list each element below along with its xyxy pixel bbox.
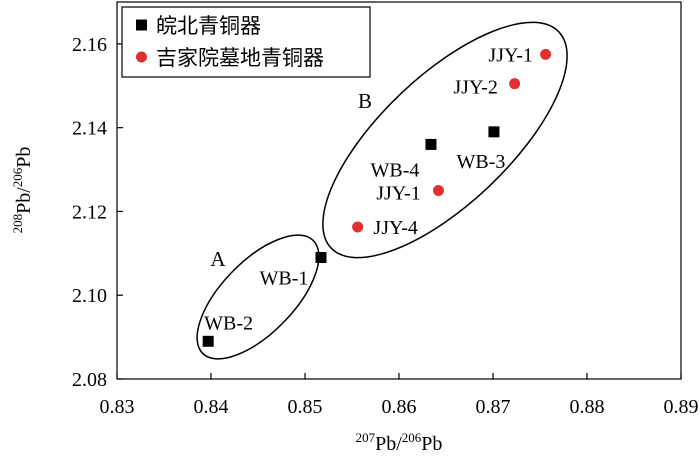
- y-axis-title: 208Pb/206Pb: [10, 147, 35, 234]
- circle-marker: [540, 48, 552, 60]
- y-tick-label: 2.14: [72, 118, 107, 140]
- group-ellipses: AB: [196, 21, 568, 360]
- legend-square-marker: [136, 19, 147, 31]
- group-label-b: B: [358, 89, 372, 113]
- point-label: WB-4: [371, 159, 420, 181]
- y-tick-label: 2.16: [72, 34, 107, 56]
- axis-title-superscript: 207: [356, 430, 376, 445]
- axis-title-text: Pb/: [375, 433, 402, 455]
- x-tick-label: 0.85: [288, 396, 323, 418]
- axes: 0.83 0.84 0.85 0.86 0.87 0.88 0.89 2.08 2.10 2.12…: [72, 1, 699, 418]
- x-tick-label: 0.86: [382, 396, 417, 418]
- square-marker: [488, 126, 500, 138]
- circle-marker: [509, 78, 521, 90]
- data-points: [202, 48, 552, 347]
- legend-label: 吉家院墓地青铜器: [156, 46, 324, 70]
- axis-title-superscript: 206: [10, 167, 25, 187]
- group-label-a: A: [210, 247, 226, 271]
- square-marker: [202, 335, 214, 347]
- x-axis-title: 207Pb/206Pb: [356, 430, 443, 455]
- x-tick-label: 0.88: [570, 396, 605, 418]
- point-label: WB-1: [260, 268, 309, 290]
- square-marker: [425, 138, 437, 150]
- point-label: JJY-4: [373, 217, 417, 239]
- point-label: JJY-2: [453, 77, 497, 99]
- group-ellipse-b: [322, 21, 568, 259]
- point-label: JJY-1: [488, 44, 532, 66]
- axis-title-superscript: 206: [402, 430, 422, 445]
- legend-circle-marker: [136, 51, 147, 63]
- x-tick-label: 0.84: [194, 396, 229, 418]
- point-label: JJY-1: [376, 183, 420, 205]
- y-tick-label: 2.12: [72, 201, 107, 223]
- x-tick-label: 0.83: [100, 396, 135, 418]
- square-marker: [315, 252, 327, 264]
- axis-title-text: Pb: [13, 147, 35, 168]
- x-tick-label: 0.87: [476, 396, 511, 418]
- axis-title-superscript: 208: [10, 214, 25, 234]
- legend-label: 皖北青铜器: [156, 14, 261, 38]
- x-tick-label: 0.89: [664, 396, 699, 418]
- point-label: WB-2: [204, 312, 253, 334]
- y-tick-label: 2.08: [72, 369, 107, 391]
- point-label: WB-3: [456, 151, 505, 173]
- circle-marker: [352, 221, 364, 233]
- axis-title-text: Pb: [421, 433, 442, 455]
- group-ellipse-a: [196, 234, 320, 360]
- circle-marker: [432, 185, 444, 196]
- legend-box: [121, 6, 371, 78]
- axis-title-text: Pb/: [13, 187, 35, 214]
- y-tick-label: 2.10: [72, 285, 107, 307]
